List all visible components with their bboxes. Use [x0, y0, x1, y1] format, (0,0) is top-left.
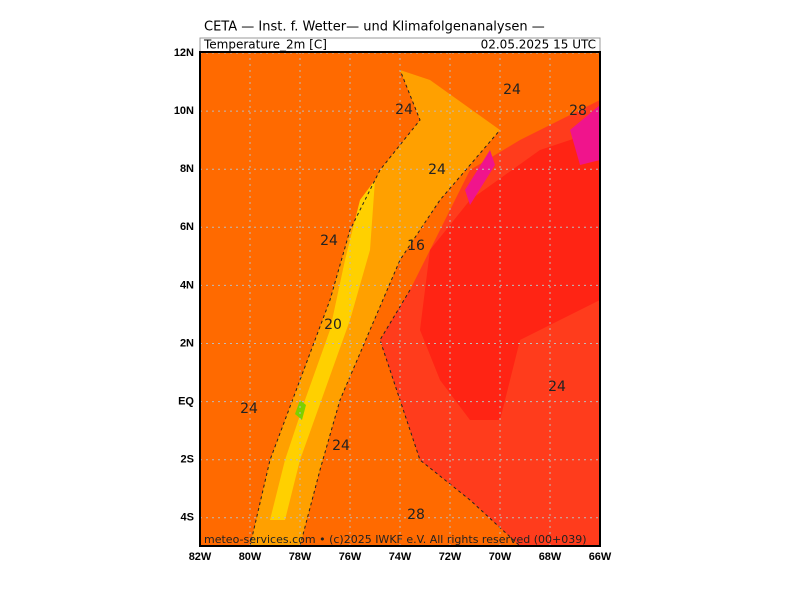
longitude-label: 82W	[189, 551, 212, 563]
cool-band	[250, 70, 500, 546]
longitude-label: 72W	[439, 551, 462, 563]
latitude-label: 4N	[180, 279, 194, 291]
map-area	[200, 52, 600, 546]
latitude-label: 2S	[181, 454, 194, 466]
contour-label: 28	[569, 103, 587, 119]
valid-time: 02.05.2025 15 UTC	[481, 38, 596, 52]
hot-spot	[465, 150, 495, 205]
contour-label: 20	[324, 317, 342, 333]
contour-label: 24	[548, 379, 566, 395]
latitude-label: 2N	[180, 337, 194, 349]
longitude-label: 78W	[289, 551, 312, 563]
hot-region	[420, 130, 600, 420]
contour-label: 24	[395, 102, 413, 118]
grid	[200, 52, 600, 546]
latitude-label: 12N	[174, 47, 194, 59]
contour-label: 24	[240, 401, 258, 417]
longitude-label: 74W	[389, 551, 412, 563]
latitude-label: 6N	[180, 221, 194, 233]
latitude-label: 8N	[180, 163, 194, 175]
contour-label: 24	[428, 162, 446, 178]
longitude-label: 68W	[539, 551, 562, 563]
field-name: Temperature_2m [C]	[203, 38, 327, 52]
contour-line	[379, 289, 521, 546]
latitude-label: 10N	[174, 105, 194, 117]
contour-label: 28	[407, 507, 425, 523]
cold-spot	[295, 400, 306, 420]
longitude-label: 76W	[339, 551, 362, 563]
title: CETA — Inst. f. Wetter— und Klimafolgena…	[204, 20, 545, 35]
contour-label: 16	[407, 238, 425, 254]
longitude-label: 70W	[489, 551, 512, 563]
contour-label: 24	[503, 82, 521, 98]
longitude-label: 66W	[589, 551, 612, 563]
latitude-label: EQ	[178, 396, 194, 408]
contour-line	[249, 69, 421, 546]
latitude-label: 4S	[181, 512, 194, 524]
contour-label: 24	[332, 438, 350, 454]
cold-band	[270, 180, 375, 520]
longitude-label: 80W	[239, 551, 262, 563]
contour-line	[299, 129, 501, 546]
footer: meteo-services.com • (c)2025 IWKF e.V. A…	[204, 533, 587, 546]
map-frame	[199, 51, 601, 547]
contour-label: 24	[320, 233, 338, 249]
hot-spot	[570, 105, 600, 165]
